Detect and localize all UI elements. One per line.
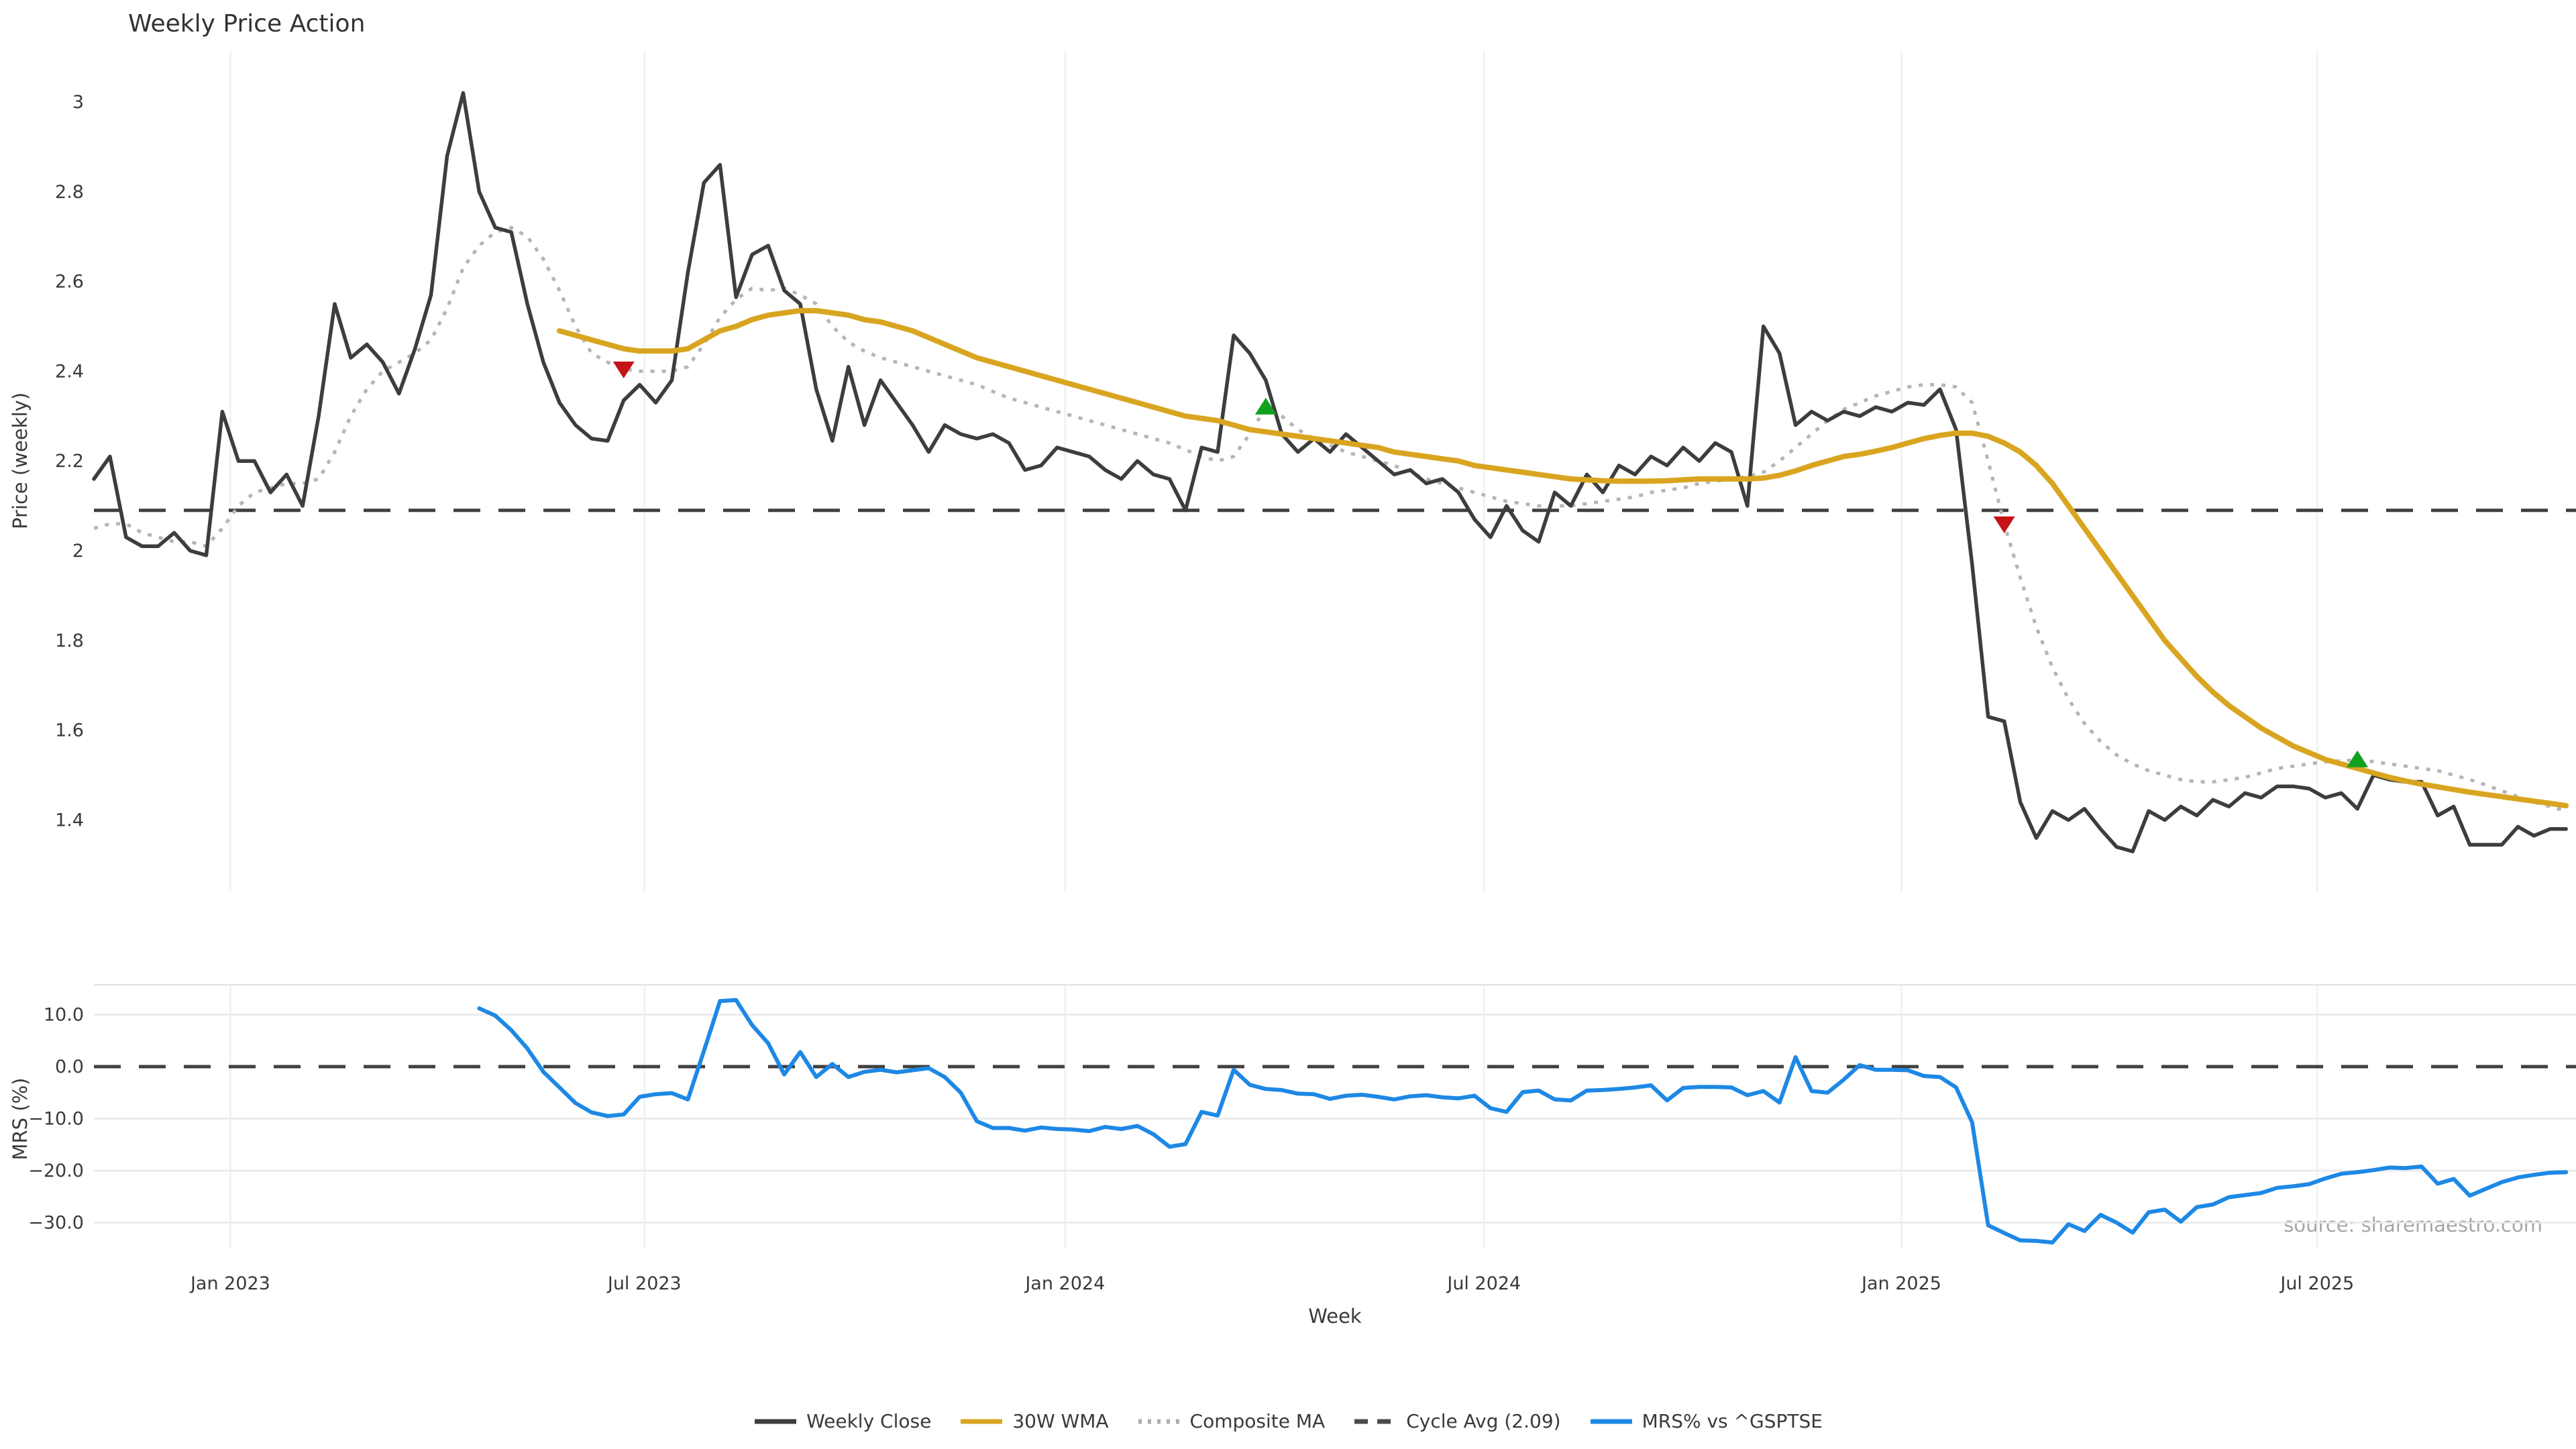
- price-axis-label: Price (weekly): [9, 392, 32, 529]
- x-tick-label: Jan 2023: [189, 1273, 270, 1294]
- x-tick-label: Jan 2024: [1024, 1273, 1105, 1294]
- mrs-tick-label: 10.0: [44, 1005, 84, 1026]
- x-tick-label: Jul 2025: [2279, 1273, 2354, 1294]
- mrs-line: [477, 998, 2569, 1245]
- mrs-tick-label: −10.0: [28, 1109, 84, 1130]
- x-axis-label: Week: [1308, 1305, 1362, 1328]
- legend-label: Cycle Avg (2.09): [1406, 1410, 1561, 1432]
- x-tick-label: Jul 2023: [606, 1273, 682, 1294]
- chart-title: Weekly Price Action: [128, 10, 365, 38]
- legend-label: MRS% vs ^GSPTSE: [1642, 1410, 1823, 1432]
- sell-marker-icon: [1993, 516, 2015, 533]
- buy-marker-icon: [2347, 750, 2369, 767]
- buy-marker-icon: [1254, 397, 1277, 415]
- x-tick-label: Jan 2025: [1860, 1273, 1941, 1294]
- price-tick-label: 2.6: [55, 272, 84, 292]
- price-tick-label: 2.4: [55, 361, 84, 382]
- weekly-close-line: [92, 91, 2568, 853]
- legend-swatch-dashed-icon: [1354, 1419, 1397, 1424]
- x-tick-label: Jul 2024: [1446, 1273, 1521, 1294]
- legend-swatch-dotted-icon: [1138, 1419, 1180, 1424]
- mrs-axis-label: MRS (%): [9, 1078, 32, 1161]
- price-tick-label: 2.8: [55, 182, 84, 203]
- price-tick-label: 2.2: [55, 451, 84, 472]
- chart-legend: Weekly Close 30W WMA Composite MA Cycle Avg…: [0, 1410, 2576, 1432]
- mrs-tick-label: 0.0: [55, 1057, 84, 1077]
- legend-swatch-solid-icon: [755, 1419, 797, 1424]
- price-tick-label: 1.8: [55, 631, 84, 651]
- sell-marker-icon: [612, 362, 635, 379]
- price-tick-label: 2: [72, 541, 84, 561]
- plot-layers: Jan 2023 Jul 2023 Jan 2024 Jul 2024 Jan 2025…: [28, 50, 2576, 1294]
- legend-swatch-solid-icon: [961, 1419, 1003, 1424]
- mrs-tick-label: −20.0: [28, 1161, 84, 1181]
- legend-item: 30W WMA: [959, 1410, 1109, 1432]
- source-watermark: source: sharemaestro.com: [2284, 1214, 2542, 1236]
- price-tick-label: 1.6: [55, 720, 84, 741]
- legend-label: Weekly Close: [806, 1410, 932, 1432]
- legend-item: Weekly Close: [753, 1410, 931, 1432]
- legend-item: Composite MA: [1137, 1410, 1326, 1432]
- legend-label: Composite MA: [1189, 1410, 1326, 1432]
- legend-swatch-solid-icon: [1590, 1419, 1632, 1424]
- legend-label: 30W WMA: [1012, 1410, 1109, 1432]
- legend-item: Cycle Avg (2.09): [1353, 1410, 1561, 1432]
- price-tick-label: 3: [72, 92, 84, 113]
- composite-ma-line: [93, 225, 2567, 813]
- wma-30w-line: [557, 308, 2569, 808]
- price-tick-label: 1.4: [55, 810, 84, 830]
- mrs-tick-label: −30.0: [28, 1213, 84, 1234]
- legend-item: MRS% vs ^GSPTSE: [1589, 1410, 1823, 1432]
